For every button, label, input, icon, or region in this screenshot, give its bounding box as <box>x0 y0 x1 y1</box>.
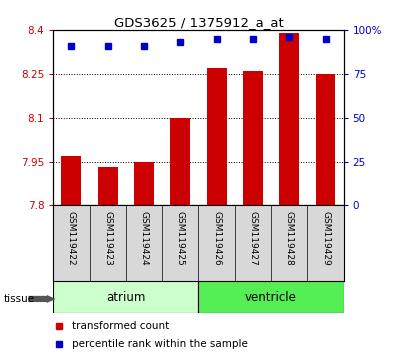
Text: GSM119423: GSM119423 <box>103 211 112 266</box>
Bar <box>98 167 118 205</box>
Text: GSM119425: GSM119425 <box>176 211 185 266</box>
Text: GSM119422: GSM119422 <box>67 211 76 266</box>
Title: GDS3625 / 1375912_a_at: GDS3625 / 1375912_a_at <box>114 16 283 29</box>
Text: percentile rank within the sample: percentile rank within the sample <box>72 339 248 349</box>
Text: GSM119429: GSM119429 <box>321 211 330 266</box>
Bar <box>199 281 344 313</box>
Text: transformed count: transformed count <box>72 321 169 331</box>
Text: GSM119428: GSM119428 <box>285 211 294 266</box>
Bar <box>53 281 199 313</box>
Text: GSM119426: GSM119426 <box>212 211 221 266</box>
Text: tissue: tissue <box>4 294 35 304</box>
Text: ventricle: ventricle <box>245 291 297 304</box>
Text: GSM119424: GSM119424 <box>139 211 149 266</box>
Bar <box>207 68 227 205</box>
Text: atrium: atrium <box>106 291 146 304</box>
Bar <box>279 33 299 205</box>
Bar <box>62 156 81 205</box>
Bar <box>243 71 263 205</box>
Bar <box>134 161 154 205</box>
Bar <box>316 74 335 205</box>
FancyArrow shape <box>28 295 56 303</box>
Text: GSM119427: GSM119427 <box>248 211 258 266</box>
Bar <box>170 118 190 205</box>
